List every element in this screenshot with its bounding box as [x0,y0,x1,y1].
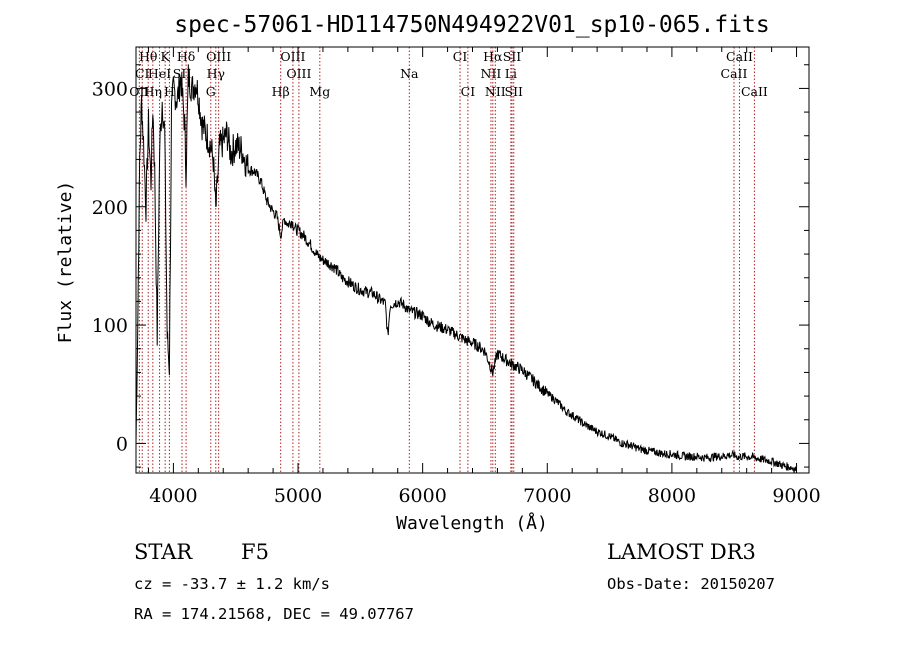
x-tick-label: 5000 [274,485,322,507]
spectral-line-label: K [160,49,170,64]
x-tick-label: 9000 [772,485,820,507]
y-tick-label: 200 [92,197,128,219]
spectral-line-label: G [206,84,216,99]
spectral-line-label: Hα [483,49,503,64]
spectral-line-label: OII [129,84,149,99]
spectral-line-label: Hδ [177,49,195,64]
x-tick-label: 8000 [648,485,696,507]
plot-frame [135,46,810,474]
spectral-line-label: Hβ [272,84,290,99]
spectral-line-label: CI [135,66,150,81]
spectral-line-label: CI [453,49,468,64]
spectral-line-markers [138,47,755,473]
redshift-info: cz = -33.7 ± 1.2 km/s [134,575,330,593]
spectral-line-label: HeI [148,66,171,81]
spectral-line-label: CaII [741,84,768,99]
x-tick-label: 7000 [523,485,571,507]
y-axis-ticks: 0 100 200 300 [92,64,809,468]
spectral-line-label: Hγ [207,66,225,81]
chart-title: spec-57061-HD114750N494922V01_sp10-065.f… [174,12,769,38]
spectral-line-label: OIII [286,66,311,81]
spectral-line-label: Na [400,66,419,81]
spectral-line-label: NII [481,66,502,81]
observation-date: Obs-Date: 20150207 [607,575,775,593]
spectrum-series-line [135,64,797,473]
spectral-line-label: Hη [144,84,162,99]
y-tick-label: 300 [92,78,128,100]
survey-name: LAMOST DR3 [607,540,756,564]
coordinates: RA = 174.21568, DEC = 49.07767 [134,605,414,623]
x-tick-label: 6000 [398,485,446,507]
spectral-line-label: CI [461,84,476,99]
x-axis-ticks: 4000 5000 6000 7000 8000 9000 [147,47,821,507]
spectral-line-label: OIII [280,49,305,64]
spectral-line-label: CaII [726,49,753,64]
spectral-line-label: CaII [721,66,748,81]
spectral-line-label: NII [485,84,506,99]
spectral-line-label: SII [503,49,522,64]
x-tick-label: 4000 [149,485,197,507]
spectral-line-label: Hθ [139,49,157,64]
spectral-line-label: OIII [206,49,231,64]
y-axis-label: Flux (relative) [55,181,76,344]
object-class: STAR [134,540,193,564]
object-subclass: F5 [241,540,269,564]
spectral-line-label: SII [505,84,524,99]
spectral-line-label: H [164,84,175,99]
y-tick-label: 100 [92,315,128,337]
y-tick-label: 0 [116,433,128,455]
x-axis-label: Wavelength (Å) [396,512,548,534]
spectral-line-label: Mg [309,84,330,99]
spectral-line-label: Li [505,66,517,81]
